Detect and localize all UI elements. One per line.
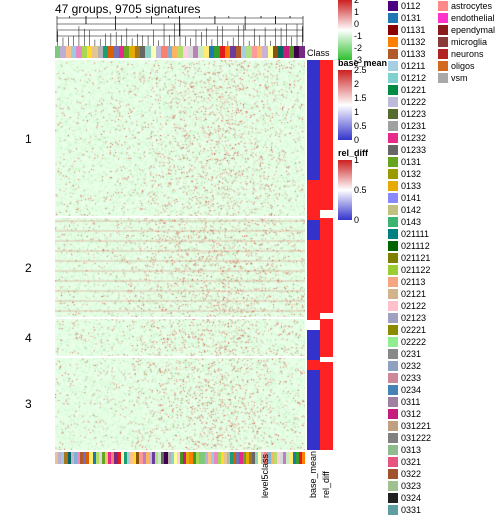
dendrogram <box>55 16 305 46</box>
row-group-labels: 1243 <box>5 60 50 450</box>
page-title: 47 groups, 9705 signatures <box>55 2 200 16</box>
legend-classes: astrocytesendothelialependymalmicroglian… <box>438 0 495 84</box>
column-colorbar <box>55 46 305 58</box>
legend-codes: 0112013101131011320113301211012120122101… <box>388 0 431 516</box>
class-label: Class <box>307 48 330 58</box>
heatmap <box>55 60 305 450</box>
side-annotations <box>307 60 333 450</box>
